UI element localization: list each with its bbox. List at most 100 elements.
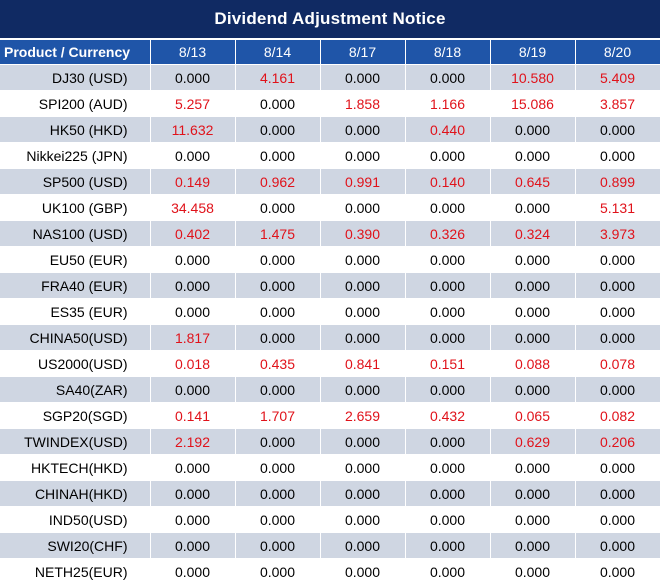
value-cell: 0.000 bbox=[150, 142, 236, 169]
table-row: HK50 (HKD) 11.632 0.000 0.000 0.440 0.000 0.00… bbox=[0, 116, 660, 143]
value-cell: 0.000 bbox=[235, 298, 321, 325]
value-cell: 0.962 bbox=[235, 168, 321, 195]
value-cell: 0.000 bbox=[405, 246, 491, 273]
value-cell: 0.000 bbox=[150, 64, 236, 91]
date-column-header: 8/14 bbox=[235, 40, 321, 65]
value-cell: 5.257 bbox=[150, 90, 236, 117]
value-cell: 0.000 bbox=[150, 532, 236, 559]
date-column-header: 8/20 bbox=[575, 40, 660, 65]
table-row: SA40(ZAR) 0.000 0.000 0.000 0.000 0.000 0.000 bbox=[0, 376, 660, 403]
value-cell: 3.857 bbox=[575, 90, 660, 117]
value-cell: 0.000 bbox=[575, 142, 660, 169]
product-cell: Nikkei225 (JPN) bbox=[0, 142, 151, 169]
value-cell: 3.973 bbox=[575, 220, 660, 247]
value-cell: 0.000 bbox=[405, 376, 491, 403]
table-row: Nikkei225 (JPN) 0.000 0.000 0.000 0.000 0.000… bbox=[0, 142, 660, 169]
value-cell: 0.000 bbox=[490, 532, 576, 559]
value-cell: 0.000 bbox=[320, 454, 406, 481]
value-cell: 0.000 bbox=[405, 532, 491, 559]
value-cell: 1.475 bbox=[235, 220, 321, 247]
value-cell: 5.409 bbox=[575, 64, 660, 91]
value-cell: 0.000 bbox=[150, 272, 236, 299]
value-cell: 0.000 bbox=[405, 142, 491, 169]
value-cell: 0.000 bbox=[405, 298, 491, 325]
product-cell: CHINA50(USD) bbox=[0, 324, 151, 351]
value-cell: 0.000 bbox=[320, 506, 406, 533]
value-cell: 0.000 bbox=[320, 64, 406, 91]
value-cell: 0.000 bbox=[150, 480, 236, 507]
table-row: HKTECH(HKD) 0.000 0.000 0.000 0.000 0.000 0.00… bbox=[0, 454, 660, 481]
value-cell: 0.000 bbox=[490, 558, 576, 585]
value-cell: 0.841 bbox=[320, 350, 406, 377]
value-cell: 0.000 bbox=[575, 324, 660, 351]
table-row: FRA40 (EUR) 0.000 0.000 0.000 0.000 0.000 0.00… bbox=[0, 272, 660, 299]
value-cell: 0.000 bbox=[405, 506, 491, 533]
value-cell: 0.082 bbox=[575, 402, 660, 429]
value-cell: 0.000 bbox=[320, 324, 406, 351]
value-cell: 0.000 bbox=[235, 480, 321, 507]
date-column-header: 8/18 bbox=[405, 40, 491, 65]
notice-title: Dividend Adjustment Notice bbox=[0, 0, 660, 40]
value-cell: 0.000 bbox=[235, 376, 321, 403]
value-cell: 0.440 bbox=[405, 116, 491, 143]
value-cell: 0.000 bbox=[405, 194, 491, 221]
table-row: CHINAH(HKD) 0.000 0.000 0.000 0.000 0.000 0.00… bbox=[0, 480, 660, 507]
value-cell: 0.000 bbox=[490, 480, 576, 507]
value-cell: 0.000 bbox=[235, 532, 321, 559]
value-cell: 0.000 bbox=[405, 454, 491, 481]
value-cell: 0.000 bbox=[320, 532, 406, 559]
value-cell: 0.000 bbox=[575, 480, 660, 507]
value-cell: 0.326 bbox=[405, 220, 491, 247]
table-row: SGP20(SGD) 0.141 1.707 2.659 0.432 0.065 0.082 bbox=[0, 402, 660, 429]
table-header-row: Product / Currency 8/13 8/14 8/17 8/18 8… bbox=[0, 40, 660, 65]
value-cell: 0.000 bbox=[405, 64, 491, 91]
product-cell: US2000(USD) bbox=[0, 350, 151, 377]
value-cell: 0.000 bbox=[320, 558, 406, 585]
product-cell: SGP20(SGD) bbox=[0, 402, 151, 429]
value-cell: 0.140 bbox=[405, 168, 491, 195]
table-row: NETH25(EUR) 0.000 0.000 0.000 0.000 0.000 0.00… bbox=[0, 558, 660, 585]
value-cell: 0.000 bbox=[150, 298, 236, 325]
value-cell: 5.131 bbox=[575, 194, 660, 221]
table-row: TWINDEX(USD) 2.192 0.000 0.000 0.000 0.629 0.2… bbox=[0, 428, 660, 455]
value-cell: 0.435 bbox=[235, 350, 321, 377]
table-row: SP500 (USD) 0.149 0.962 0.991 0.140 0.645 0.89… bbox=[0, 168, 660, 195]
table-body: DJ30 (USD) 0.000 4.161 0.000 0.000 10.580 5.40… bbox=[0, 64, 660, 585]
value-cell: 0.000 bbox=[235, 272, 321, 299]
product-cell: SPI200 (AUD) bbox=[0, 90, 151, 117]
value-cell: 0.000 bbox=[320, 194, 406, 221]
value-cell: 34.458 bbox=[150, 194, 236, 221]
table-row: SWI20(CHF) 0.000 0.000 0.000 0.000 0.000 0.000 bbox=[0, 532, 660, 559]
value-cell: 0.432 bbox=[405, 402, 491, 429]
table-row: US2000(USD) 0.018 0.435 0.841 0.151 0.088 0.07… bbox=[0, 350, 660, 377]
value-cell: 0.000 bbox=[320, 428, 406, 455]
table-row: ES35 (EUR) 0.000 0.000 0.000 0.000 0.000 0.000 bbox=[0, 298, 660, 325]
value-cell: 0.149 bbox=[150, 168, 236, 195]
value-cell: 15.086 bbox=[490, 90, 576, 117]
value-cell: 0.991 bbox=[320, 168, 406, 195]
value-cell: 2.192 bbox=[150, 428, 236, 455]
value-cell: 0.141 bbox=[150, 402, 236, 429]
table-row: IND50(USD) 0.000 0.000 0.000 0.000 0.000 0.000 bbox=[0, 506, 660, 533]
value-cell: 0.000 bbox=[150, 246, 236, 273]
value-cell: 0.000 bbox=[490, 142, 576, 169]
value-cell: 0.000 bbox=[235, 324, 321, 351]
value-cell: 0.018 bbox=[150, 350, 236, 377]
value-cell: 0.000 bbox=[150, 506, 236, 533]
value-cell: 0.000 bbox=[320, 116, 406, 143]
value-cell: 0.000 bbox=[235, 116, 321, 143]
value-cell: 0.000 bbox=[235, 194, 321, 221]
value-cell: 0.000 bbox=[320, 376, 406, 403]
value-cell: 0.088 bbox=[490, 350, 576, 377]
value-cell: 0.000 bbox=[490, 246, 576, 273]
table-row: NAS100 (USD) 0.402 1.475 0.390 0.326 0.324 3.9… bbox=[0, 220, 660, 247]
value-cell: 0.629 bbox=[490, 428, 576, 455]
value-cell: 0.000 bbox=[405, 558, 491, 585]
value-cell: 2.659 bbox=[320, 402, 406, 429]
table-row: EU50 (EUR) 0.000 0.000 0.000 0.000 0.000 0.000 bbox=[0, 246, 660, 273]
product-cell: TWINDEX(USD) bbox=[0, 428, 151, 455]
value-cell: 1.707 bbox=[235, 402, 321, 429]
value-cell: 0.000 bbox=[320, 480, 406, 507]
value-cell: 11.632 bbox=[150, 116, 236, 143]
product-cell: DJ30 (USD) bbox=[0, 64, 151, 91]
